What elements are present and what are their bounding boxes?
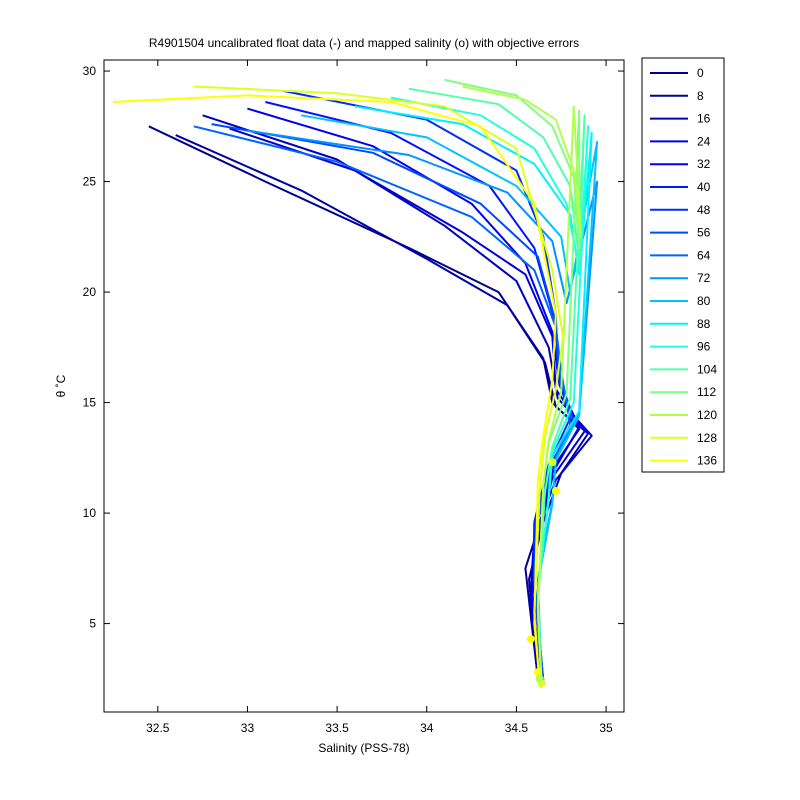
plot-border (103, 59, 625, 713)
x-tick-label: 32.5 (146, 721, 170, 735)
y-axis: 5 10 15 20 25 30 (83, 64, 624, 631)
plot-frame (104, 60, 624, 712)
mapped-point (535, 674, 544, 683)
series-layer (112, 78, 599, 688)
x-tick-label: 33 (241, 721, 255, 735)
x-tick-label: 34 (420, 721, 434, 735)
mapped-point (533, 668, 542, 677)
plot-area (103, 59, 625, 713)
mapped-points-layer (526, 458, 560, 688)
series-line-80 (301, 114, 599, 684)
x-axis-label: Salinity (PSS-78) (318, 741, 409, 755)
x-tick-label: 35 (599, 721, 613, 735)
x-tick-label: 34.5 (505, 721, 529, 735)
legend-label: 48 (697, 203, 711, 217)
y-tick-label: 10 (83, 506, 97, 520)
y-tick-label: 30 (83, 64, 97, 78)
legend-label: 88 (697, 317, 711, 331)
chart-title: R4901504 uncalibrated float data (-) and… (149, 36, 579, 50)
legend-label: 128 (697, 431, 717, 445)
x-tick-label: 33.5 (325, 721, 349, 735)
legend-label: 16 (697, 112, 711, 126)
y-tick-label: 5 (89, 617, 96, 631)
legend-label: 120 (697, 408, 717, 422)
legend-label: 0 (697, 66, 704, 80)
y-axis-label: θ ˚C (54, 374, 68, 397)
legend-label: 24 (697, 134, 711, 148)
legend-label: 112 (697, 385, 716, 399)
y-tick-label: 15 (83, 396, 97, 410)
legend-label: 80 (697, 294, 711, 308)
legend-label: 40 (697, 180, 711, 194)
series-line-136 (112, 94, 557, 684)
legend-box (641, 57, 725, 473)
x-axis: 32.5 33 33.5 34 34.5 35 (146, 60, 613, 735)
legend: 0 8 16 24 32 40 48 56 64 72 80 88 96 104 112 120 128 136 (641, 57, 725, 473)
series-line-96 (390, 96, 590, 686)
legend-label: 104 (697, 362, 717, 376)
mapped-point (526, 635, 535, 644)
y-tick-label: 25 (83, 175, 97, 189)
legend-label: 56 (697, 226, 711, 240)
legend-entries: 0 8 16 24 32 40 48 56 64 72 80 88 96 104 112 120 128 136 (650, 66, 717, 468)
y-tick-label: 20 (83, 285, 97, 299)
mapped-point (548, 458, 557, 467)
legend-label: 8 (697, 89, 704, 103)
series-line-120 (462, 85, 582, 688)
series-line-128 (193, 85, 564, 686)
legend-label: 96 (697, 340, 711, 354)
legend-label: 136 (697, 454, 717, 468)
mapped-point (551, 486, 560, 495)
legend-label: 32 (697, 157, 711, 171)
legend-label: 72 (697, 271, 711, 285)
legend-label: 64 (697, 248, 711, 262)
series-line-104 (408, 87, 586, 688)
